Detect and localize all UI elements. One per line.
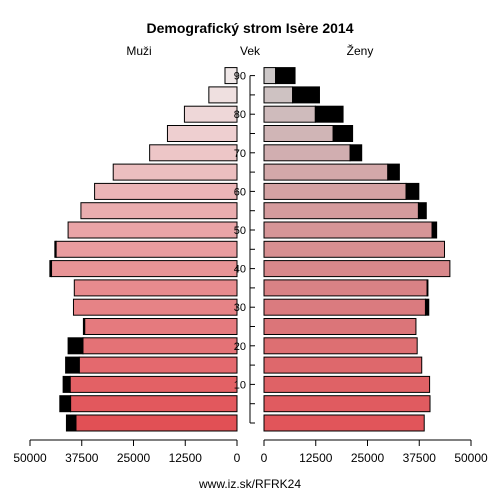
men-bar-35-39 [73, 279, 238, 297]
men-excess-5-9 [59, 395, 72, 413]
right-tick-label: 25000 [351, 451, 385, 465]
women-excess-35-39 [426, 279, 429, 297]
women-bar-30-34 [263, 298, 426, 316]
left-tick-label: 12500 [169, 451, 203, 465]
age-axis: 10 20 30 40 50 60 70 80 90 [234, 71, 255, 424]
men-bar-75-79 [166, 125, 238, 142]
age-tick-label: 30 [234, 302, 246, 314]
women-excess-55-59 [417, 202, 427, 220]
right-tick-label: 50000 [454, 451, 488, 465]
age-tick-label: 20 [234, 341, 246, 353]
women-bar-70-74 [263, 144, 351, 162]
women-bar-15-19 [263, 356, 423, 374]
men-bar-90+ [224, 67, 238, 85]
men-bars [49, 67, 238, 432]
age-tick-label: 70 [234, 148, 246, 160]
women-bar-40-44 [263, 260, 451, 278]
women-bar-5-9 [263, 395, 431, 413]
men-bar-60-64 [94, 182, 238, 200]
men-excess-25-29 [82, 318, 86, 335]
chart-title: Demografický strom Isère 2014 [147, 20, 354, 36]
age-tick-label: 60 [234, 186, 246, 198]
left-tick-label: 0 [234, 451, 241, 465]
men-bar-40-44 [51, 260, 238, 278]
left-tick-label: 25000 [117, 451, 151, 465]
women-excess-30-34 [424, 298, 430, 316]
women-excess-75-79 [332, 125, 354, 142]
men-bar-65-69 [112, 163, 238, 181]
women-bar-10-14 [263, 375, 431, 393]
men-excess-15-19 [65, 356, 80, 374]
men-bar-15-19 [78, 356, 238, 374]
men-bar-0-4 [75, 414, 238, 432]
men-excess-0-4 [65, 414, 77, 432]
age-tick-label: 90 [234, 71, 246, 83]
age-tick-label: 10 [234, 379, 246, 391]
women-bar-65-69 [263, 163, 389, 181]
men-bar-10-14 [69, 375, 238, 393]
men-excess-45-49 [54, 240, 57, 258]
right-tick-label: 37500 [403, 451, 437, 465]
men-bar-45-49 [55, 240, 238, 258]
women-bar-0-4 [263, 414, 425, 432]
women-bar-60-64 [263, 182, 407, 200]
right-tick-label: 12500 [299, 451, 333, 465]
women-excess-65-69 [387, 163, 400, 181]
women-bar-75-79 [263, 125, 334, 142]
women-bar-85-89 [263, 86, 294, 104]
men-bar-55-59 [80, 202, 238, 220]
women-excess-70-74 [349, 144, 363, 162]
women-bars [263, 67, 451, 432]
age-label: Vek [240, 44, 261, 58]
men-label: Muži [126, 44, 151, 58]
age-tick-label: 50 [234, 225, 246, 237]
women-bar-55-59 [263, 202, 419, 220]
women-bar-80-84 [263, 105, 316, 123]
women-excess-85-89 [292, 86, 320, 104]
men-bar-85-89 [208, 86, 238, 104]
men-bar-20-24 [82, 337, 238, 355]
women-excess-90+ [275, 67, 296, 85]
x-axis-left: 50000 37500 25000 12500 0 [13, 439, 241, 465]
age-tick-label: 40 [234, 264, 246, 276]
women-excess-50-54 [431, 221, 438, 239]
men-bar-30-34 [72, 298, 238, 316]
men-bar-5-9 [70, 395, 238, 413]
men-excess-10-14 [62, 375, 71, 393]
men-bar-80-84 [183, 105, 238, 123]
footer-source: www.iz.sk/RFRK24 [198, 477, 301, 491]
right-tick-label: 0 [261, 451, 268, 465]
men-bar-50-54 [67, 221, 238, 239]
age-tick-label: 80 [234, 109, 246, 121]
women-bar-20-24 [263, 337, 418, 355]
x-axis-right: 0 12500 25000 37500 50000 [261, 439, 488, 465]
women-excess-60-64 [405, 182, 420, 200]
left-tick-label: 50000 [13, 451, 47, 465]
men-excess-20-24 [67, 337, 84, 355]
women-excess-80-84 [314, 105, 344, 123]
women-label: Ženy [347, 43, 374, 58]
men-bar-25-29 [84, 318, 238, 335]
men-bar-70-74 [149, 144, 238, 162]
men-excess-40-44 [49, 260, 53, 278]
women-bar-45-49 [263, 240, 446, 258]
women-bar-25-29 [263, 318, 417, 335]
women-bar-50-54 [263, 221, 433, 239]
women-bar-35-39 [263, 279, 428, 297]
women-bar-90+ [263, 67, 277, 85]
left-tick-label: 37500 [65, 451, 99, 465]
